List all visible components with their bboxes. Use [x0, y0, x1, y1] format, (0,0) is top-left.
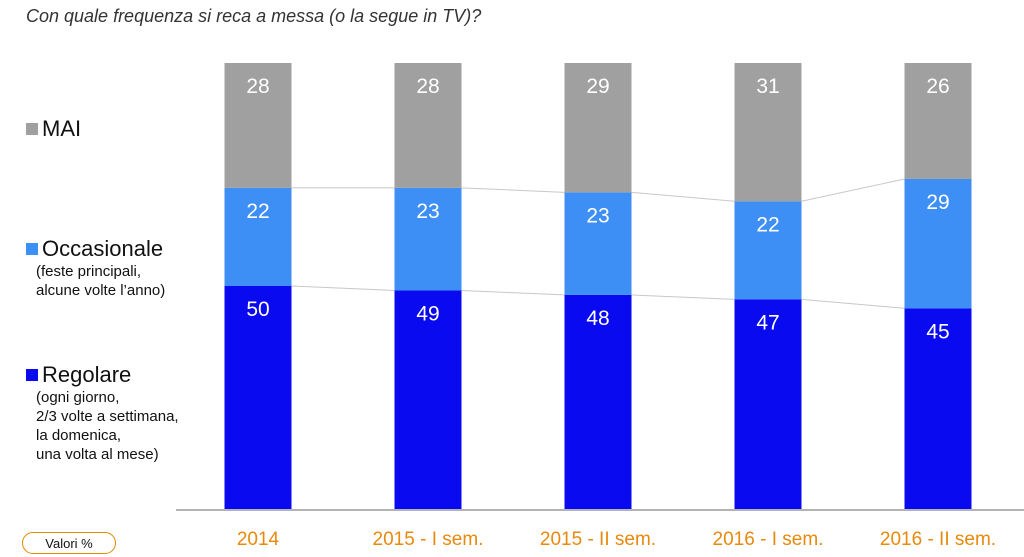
legend-item-occasionale: Occasionale (feste principali, alcune vo…: [26, 236, 165, 300]
data-label-regolare: 45: [926, 320, 949, 343]
connector-line: [801, 178, 905, 202]
data-label-regolare: 49: [416, 302, 439, 325]
legend-label-mai: MAI: [42, 116, 82, 141]
connector-line: [631, 294, 735, 300]
bar-segment-occasionale: [564, 192, 632, 295]
data-label-occasionale: 22: [246, 200, 269, 223]
bar-segment-occasionale: [734, 201, 802, 300]
connector-line: [461, 187, 565, 193]
data-label-mai: 31: [756, 75, 779, 98]
data-label-regolare: 47: [756, 311, 779, 334]
x-tick-label: 2015 - I sem.: [373, 529, 484, 550]
connector-lines: [291, 178, 905, 309]
bar-segment-regolare: [564, 294, 632, 509]
bar-segment-regolare: [904, 308, 972, 509]
legend-label-occasionale: Occasionale: [42, 236, 164, 261]
units-badge: Valori %: [22, 532, 116, 554]
legend-note-regolare: (ogni giorno, 2/3 volte a settimana, la …: [36, 389, 179, 463]
legend-note-occasionale: (feste principali, alcune volte l’anno): [36, 263, 166, 299]
legend-label-regolare: Regolare: [42, 362, 132, 387]
bar-segment-regolare: [224, 286, 292, 509]
legend-swatch-mai: [26, 123, 38, 135]
data-label-regolare: 50: [246, 298, 269, 321]
bar-segment-mai: [564, 63, 632, 193]
data-label-regolare: 48: [586, 307, 609, 330]
bar-segment-mai: [224, 63, 292, 188]
connector-line: [291, 285, 395, 291]
bar-segment-occasionale: [394, 187, 462, 291]
x-tick-label: 2016 - II sem.: [880, 529, 996, 550]
data-label-mai: 28: [416, 75, 439, 98]
bar-segment-mai: [904, 63, 972, 179]
bar-segment-occasionale: [224, 187, 292, 286]
data-label-mai: 28: [246, 75, 269, 98]
bar-segment-mai: [734, 63, 802, 202]
data-label-occasionale: 23: [416, 200, 439, 223]
legend-swatch-regolare: [26, 369, 38, 381]
x-tick-label: 2015 - II sem.: [540, 529, 656, 550]
connector-line: [461, 289, 565, 296]
bar-segment-mai: [394, 63, 462, 188]
legend-item-mai: MAI: [26, 116, 81, 142]
connector-line: [801, 298, 905, 309]
legend-item-regolare: Regolare (ogni giorno, 2/3 volte a setti…: [26, 362, 179, 464]
data-label-mai: 29: [586, 75, 609, 98]
data-label-occasionale: 29: [926, 191, 949, 214]
connector-line: [631, 191, 735, 202]
bar-segment-regolare: [734, 299, 802, 509]
data-label-mai: 26: [926, 75, 949, 98]
data-label-occasionale: 23: [586, 204, 609, 227]
x-tick-label: 2016 - I sem.: [713, 529, 824, 550]
legend-swatch-occasionale: [26, 243, 38, 255]
x-tick-label: 2014: [237, 529, 280, 550]
bar-segment-regolare: [394, 290, 462, 509]
data-label-occasionale: 22: [756, 213, 779, 236]
chart-title: Con quale frequenza si reca a messa (o l…: [26, 6, 482, 26]
bar-segment-occasionale: [904, 178, 972, 309]
